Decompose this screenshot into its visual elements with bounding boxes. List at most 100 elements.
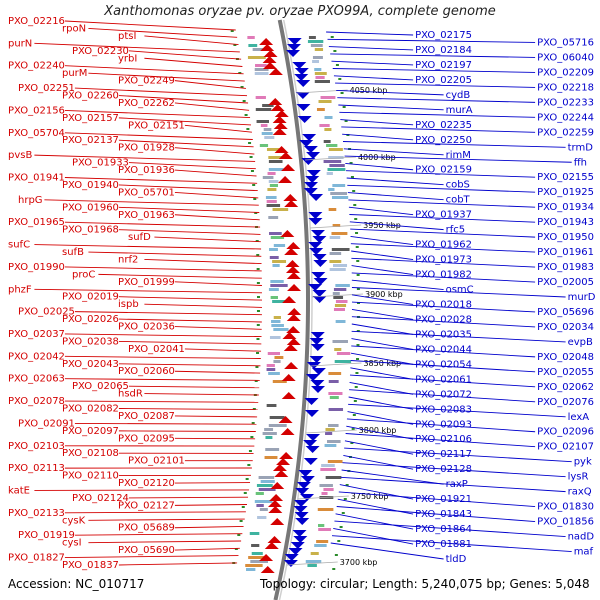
leader-line-right — [351, 308, 414, 320]
gene-label-left: PXO_01933 — [72, 158, 129, 169]
leader-line-left — [154, 236, 261, 243]
leader-line-right — [333, 75, 414, 81]
tick-mark — [355, 232, 359, 234]
leader-line-right — [348, 199, 536, 208]
gene-label-right: PXO_02076 — [537, 397, 594, 408]
gene-label-left: PXO_02087 — [118, 411, 175, 422]
gene-label-left: PXO_02260 — [62, 91, 119, 102]
tick-mark — [334, 554, 338, 556]
leader-line-left — [174, 191, 259, 199]
gene-label-right: lysR — [568, 472, 589, 483]
tick-mark — [237, 534, 241, 536]
gene-label-left: sufC — [8, 240, 30, 251]
gene-label-left: purN — [8, 38, 32, 49]
leader-line-left — [88, 28, 238, 38]
tick-mark — [333, 50, 337, 52]
tick-mark — [254, 380, 258, 382]
feature-block — [246, 568, 256, 571]
gene-arrow-reverse — [304, 182, 319, 189]
feature-block — [310, 44, 323, 47]
gene-label-left: PXO_05689 — [118, 523, 175, 534]
gene-arrow-reverse — [308, 284, 323, 291]
leader-line-right — [337, 97, 536, 103]
gene-arrow-reverse — [292, 530, 307, 537]
gene-label-left: PXO_05690 — [118, 545, 175, 556]
gene-label-left: rpoN — [62, 23, 86, 34]
gene-label-left: purM — [62, 68, 87, 79]
tick-mark — [335, 64, 339, 66]
feature-block — [325, 476, 342, 479]
topology-text: Topology: circular; Length: 5,240,075 bp… — [260, 577, 590, 591]
gene-label-right: PXO_01962 — [415, 240, 472, 251]
feature-block — [317, 508, 334, 511]
gene-arrow-reverse — [288, 548, 303, 555]
gene-arrow-reverse — [301, 158, 316, 165]
feature-block — [273, 244, 286, 247]
feature-block — [312, 60, 320, 63]
leader-line-right — [351, 272, 536, 283]
leader-line-right — [351, 338, 414, 350]
feature-block — [273, 328, 289, 331]
scale-label: 3850 kbp — [363, 359, 401, 368]
feature-block — [250, 560, 269, 563]
gene-arrow-reverse — [313, 278, 328, 285]
leader-line-right — [341, 126, 536, 133]
tick-mark — [256, 254, 260, 256]
gene-label-left: PXO_02262 — [118, 98, 175, 109]
gene-label-right: PXO_02244 — [537, 112, 594, 123]
gene-arrow-forward — [282, 332, 297, 339]
tick-mark — [255, 240, 259, 242]
feature-block — [329, 260, 342, 263]
gene-arrow-forward — [286, 272, 301, 279]
gene-label-left: PXO_01965 — [8, 217, 65, 228]
feature-block — [267, 172, 276, 175]
gene-label-right: PXO_02175 — [415, 30, 472, 41]
tick-mark — [341, 512, 345, 514]
gene-arrow-reverse — [294, 74, 309, 81]
gene-arrow-forward — [278, 176, 293, 183]
tick-mark — [353, 400, 357, 402]
tick-mark — [256, 338, 260, 340]
leader-line-left — [64, 555, 239, 558]
feature-block — [268, 372, 280, 375]
scale-label: 3750 kbp — [351, 492, 389, 501]
feature-block — [254, 500, 273, 503]
leader-line-left — [144, 303, 262, 308]
leader-line-left — [88, 72, 245, 82]
gene-label-left: cysI — [62, 538, 82, 549]
feature-block — [265, 448, 280, 451]
feature-block — [258, 488, 276, 491]
gene-arrow-forward — [280, 428, 295, 435]
feature-block — [260, 124, 268, 127]
leader-line-right — [350, 228, 536, 238]
gene-label-left: PXO_02065 — [72, 381, 129, 392]
leader-line-right — [350, 352, 414, 365]
gene-label-left: PXO_02251 — [18, 83, 75, 94]
feature-block — [251, 552, 263, 555]
gene-label-left: PXO_01999 — [118, 277, 175, 288]
gene-label-right: PXO_01881 — [415, 539, 472, 550]
gene-label-left: PXO_05701 — [118, 187, 175, 198]
leader-line-right — [338, 491, 536, 508]
leader-line-left — [74, 311, 262, 316]
gene-arrow-reverse — [310, 230, 325, 237]
leader-line-left — [88, 540, 242, 544]
leader-line-right — [335, 513, 414, 530]
gene-label-right: PXO_02062 — [537, 382, 594, 393]
scale-leader — [310, 224, 362, 229]
feature-block — [247, 36, 255, 39]
tick-mark — [356, 288, 360, 290]
gene-label-left: PXO_01990 — [8, 262, 65, 273]
feature-block — [270, 296, 278, 299]
scale-leader — [286, 561, 338, 566]
leader-line-left — [64, 266, 262, 272]
leader-line-left — [74, 533, 243, 536]
gene-label-right: cydB — [446, 90, 471, 101]
tick-mark — [332, 568, 336, 570]
tick-mark — [330, 36, 334, 38]
gene-arrow-forward — [270, 518, 285, 525]
feature-block — [264, 136, 275, 139]
feature-block — [271, 320, 281, 323]
feature-block — [324, 116, 333, 119]
gene-label-right: PXO_01830 — [537, 502, 594, 513]
